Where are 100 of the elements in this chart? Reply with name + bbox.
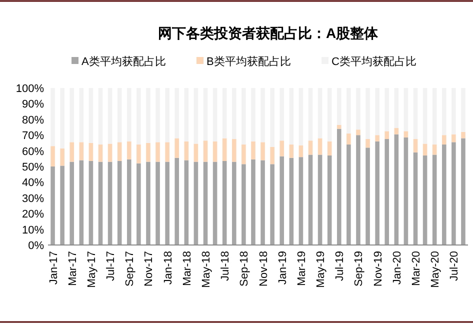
- bar: [394, 128, 399, 134]
- y-tick-label: 40%: [22, 177, 44, 190]
- bar: [384, 139, 390, 245]
- bar: [174, 138, 180, 158]
- bar: [432, 144, 437, 155]
- x-tick-label: Mar-20: [410, 251, 422, 286]
- bar: [289, 158, 294, 245]
- x-tick-label: Jul-18: [220, 251, 232, 281]
- bar: [70, 142, 74, 162]
- bar: [50, 166, 55, 245]
- bar: [184, 88, 189, 142]
- bar: [126, 159, 132, 245]
- bar: [136, 88, 141, 145]
- bar: [404, 88, 408, 132]
- bar: [327, 88, 332, 142]
- bar: [366, 148, 370, 245]
- x-tick-label: Mar-18: [181, 251, 194, 286]
- bar: [413, 152, 418, 245]
- x-tick-label: Nov-19: [372, 251, 384, 286]
- bar: [308, 140, 313, 155]
- bar: [146, 88, 150, 143]
- bar: [108, 88, 112, 144]
- bar: [356, 88, 360, 130]
- bar: [88, 142, 94, 162]
- bar: [212, 88, 218, 142]
- bar: [88, 88, 94, 143]
- bar: [222, 138, 227, 162]
- bar: [422, 156, 428, 245]
- bar: [79, 88, 84, 142]
- bar: [70, 162, 74, 245]
- bar: [146, 162, 150, 245]
- x-tick-label: Sep-18: [238, 251, 251, 286]
- bar: [136, 144, 141, 164]
- x-tick-label: Nov-18: [258, 251, 270, 286]
- x-tick-label: May-19: [315, 251, 328, 288]
- y-tick-label: 70%: [22, 130, 44, 142]
- bar: [260, 160, 265, 245]
- y-tick-label: 30%: [22, 192, 44, 205]
- bar: [270, 88, 274, 147]
- bar: [194, 162, 198, 245]
- x-tick-label: May-20: [430, 251, 442, 288]
- bar: [232, 139, 236, 162]
- bar: [222, 161, 227, 245]
- bar: [394, 88, 399, 128]
- y-tick-label: 10%: [22, 224, 44, 236]
- bar: [146, 142, 150, 162]
- bar: [327, 156, 332, 245]
- bar: [318, 154, 322, 245]
- bar: [203, 140, 208, 162]
- bar: [232, 88, 236, 140]
- bar: [126, 88, 132, 142]
- y-tick-label: 20%: [22, 208, 44, 221]
- bar: [336, 128, 342, 245]
- bar: [242, 88, 246, 145]
- bar: [298, 88, 304, 146]
- bar: [260, 88, 265, 142]
- bar: [394, 134, 399, 245]
- bar: [60, 148, 64, 166]
- chart-title: 网下各类投资者获配占比：A股整体: [158, 25, 380, 41]
- bar: [280, 156, 284, 245]
- bar: [318, 88, 322, 138]
- bar: [165, 162, 170, 245]
- bar: [203, 162, 208, 245]
- bar: [50, 88, 55, 146]
- bar: [50, 146, 55, 166]
- bar: [117, 88, 122, 142]
- bar: [156, 88, 160, 142]
- x-tick-label: Nov-17: [143, 251, 156, 286]
- x-tick-label: Mar-17: [66, 251, 79, 286]
- bar: [422, 144, 428, 156]
- bar: [212, 141, 218, 162]
- bar: [60, 166, 64, 245]
- bar: [88, 161, 94, 245]
- bar: [194, 144, 198, 162]
- bar: [98, 162, 103, 245]
- bar: [251, 141, 256, 160]
- bar: [461, 88, 466, 132]
- x-tick-label: Jul-19: [334, 251, 346, 281]
- y-tick-label: 90%: [22, 98, 44, 111]
- bar: [156, 162, 160, 245]
- x-tick-label: May-17: [86, 251, 98, 288]
- x-tick-label: Sep-19: [353, 251, 366, 286]
- bar: [156, 142, 160, 162]
- y-tick-label: 0%: [28, 240, 44, 252]
- bar: [422, 88, 428, 144]
- bar: [308, 154, 313, 245]
- bar: [346, 134, 351, 145]
- bar: [384, 88, 390, 132]
- bar: [260, 142, 265, 160]
- bar: [384, 131, 390, 140]
- bar: [461, 132, 466, 138]
- x-tick-label: Jan-20: [391, 251, 404, 285]
- bar: [461, 138, 466, 245]
- bar: [404, 137, 408, 245]
- bar: [174, 88, 180, 138]
- x-tick-label: Sep-17: [124, 251, 136, 286]
- y-tick-label: 80%: [22, 114, 44, 126]
- bar: [242, 144, 246, 164]
- x-tick-label: Jul-20: [448, 251, 461, 281]
- bar: [136, 163, 141, 245]
